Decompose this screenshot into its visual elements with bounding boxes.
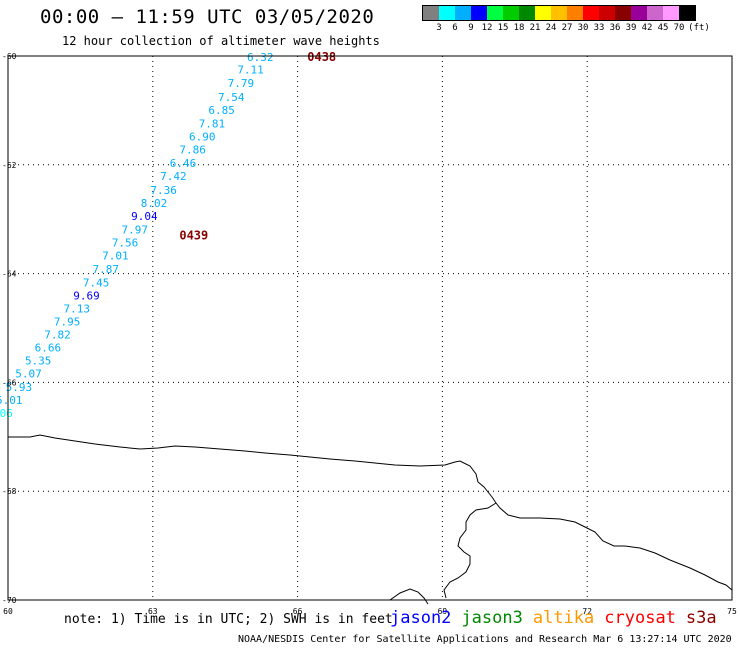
satellite-legend-s3a: s3a: [685, 608, 717, 628]
color-swatch: [503, 6, 519, 20]
lon-tick-label: 75: [727, 607, 737, 616]
color-scale-label: 9: [468, 23, 474, 33]
color-swatch: [423, 6, 439, 20]
color-swatch: [567, 6, 583, 20]
graticule: 60 63 66 69 72 75-60-62-64-66-68-70: [2, 52, 737, 616]
pass-time-labels: 0438 0439: [179, 50, 336, 242]
page-title: 00:00 – 11:59 UTC 03/05/2020: [40, 6, 375, 28]
satellite-legend-jason3: jason3: [461, 608, 523, 628]
color-swatch: [647, 6, 663, 20]
color-scale-unit: (ft): [688, 23, 710, 33]
wave-height-value: 6.85: [208, 104, 235, 117]
wave-height-value: 7.13: [64, 302, 91, 315]
wave-height-value: 5.01: [0, 394, 22, 407]
wave-height-value: 7.87: [93, 263, 120, 276]
color-swatch: [599, 6, 615, 20]
color-scale-swatches: [422, 5, 696, 21]
wave-height-value: 9.69: [73, 289, 100, 302]
wave-height-value: 7.97: [121, 224, 148, 237]
wave-height-value: 6.90: [189, 131, 216, 144]
wave-height-value: 5.35: [25, 355, 52, 368]
wave-height-value: 7.36: [150, 184, 177, 197]
map-frame: [7, 55, 733, 601]
satellite-legend: jason2 jason3 altika cryosat s3a: [390, 608, 727, 628]
color-scale-label: 33: [593, 23, 605, 33]
color-swatch: [583, 6, 599, 20]
wave-height-color-scale: 3 6 9 12 15 18 21 24 27 30 33 36 39 42 45 70 (ft): [422, 5, 710, 35]
color-swatch: [631, 6, 647, 20]
footer-credit: NOAA/NESDIS Center for Satellite Applica…: [238, 634, 732, 645]
color-scale-label: 27: [561, 23, 573, 33]
color-scale-label: 30: [577, 23, 589, 33]
color-scale-label: 15: [497, 23, 509, 33]
color-swatch: [487, 6, 503, 20]
page-subtitle: 12 hour collection of altimeter wave hei…: [62, 34, 380, 48]
wave-height-value: 6.46: [170, 157, 197, 170]
lon-tick-label: 60: [3, 607, 13, 616]
color-scale-label: 42: [641, 23, 653, 33]
wave-height-value: 7.79: [228, 77, 255, 90]
lat-tick-label: -62: [2, 161, 17, 170]
lat-tick-label: -68: [2, 487, 17, 496]
color-scale-label: 39: [625, 23, 637, 33]
lat-tick-label: -64: [2, 270, 17, 279]
color-swatch: [663, 6, 679, 20]
color-swatch: [679, 6, 695, 20]
satellite-track: 6.327.117.797.546.857.816.907.866.467.42…: [0, 51, 273, 420]
color-swatch: [455, 6, 471, 20]
wave-height-value: 7.86: [179, 144, 206, 157]
wave-height-value: 7.82: [44, 329, 71, 342]
color-scale-label: 18: [513, 23, 525, 33]
color-scale-label: 21: [529, 23, 541, 33]
color-scale-label: 6: [452, 23, 458, 33]
color-scale-label: 45: [657, 23, 669, 33]
color-swatch: [439, 6, 455, 20]
color-scale-labels: 3 6 9 12 15 18 21 24 27 30 33 36 39 42 45 70 (ft): [422, 21, 710, 35]
wave-height-value: 7.42: [160, 170, 187, 183]
wave-height-value: 7.81: [199, 117, 226, 130]
lon-tick-label: 72: [582, 607, 592, 616]
satellite-legend-altika: altika: [532, 608, 595, 628]
color-swatch: [551, 6, 567, 20]
wave-height-value: 5.93: [6, 381, 33, 394]
wave-height-value: 7.45: [83, 276, 110, 289]
wave-height-value: 9.04: [131, 210, 158, 223]
color-swatch: [615, 6, 631, 20]
coastline-south: [389, 588, 429, 605]
wave-height-value: 8.02: [141, 197, 168, 210]
satellite-legend-cryosat: cryosat: [604, 608, 676, 628]
coastline: [8, 434, 733, 605]
color-scale-label: 36: [609, 23, 621, 33]
wave-height-value: 7.01: [102, 250, 129, 263]
color-swatch: [471, 6, 487, 20]
satellite-legend-jason2: jason2: [390, 608, 452, 628]
footer-note: note: 1) Time is in UTC; 2) SWH is in fe…: [64, 612, 393, 627]
color-scale-label: 3: [436, 23, 442, 33]
pass-time-label: 0438: [307, 50, 336, 64]
wave-height-value: 7.11: [237, 64, 264, 77]
lon-tick-label: 66: [293, 607, 303, 616]
wave-height-value: 6.66: [35, 342, 62, 355]
color-scale-label: 70: [673, 23, 685, 33]
wave-height-value: 7.54: [218, 91, 245, 104]
color-swatch: [535, 6, 551, 20]
lon-tick-label: 69: [438, 607, 448, 616]
wave-height-value: 7.95: [54, 315, 81, 328]
wave-height-value: 7.56: [112, 237, 139, 250]
color-scale-label: 24: [545, 23, 557, 33]
color-scale-label: 12: [481, 23, 493, 33]
wave-height-value: 4.06: [0, 407, 13, 420]
lon-tick-label: 63: [148, 607, 158, 616]
pass-time-label: 0439: [179, 229, 208, 243]
wave-height-value: 5.07: [15, 368, 42, 381]
antarctic-coastline: [8, 434, 733, 591]
color-swatch: [519, 6, 535, 20]
lat-tick-label: -66: [2, 378, 17, 387]
wave-height-value: 6.32: [247, 51, 274, 64]
coastline-inlet: [443, 502, 497, 599]
